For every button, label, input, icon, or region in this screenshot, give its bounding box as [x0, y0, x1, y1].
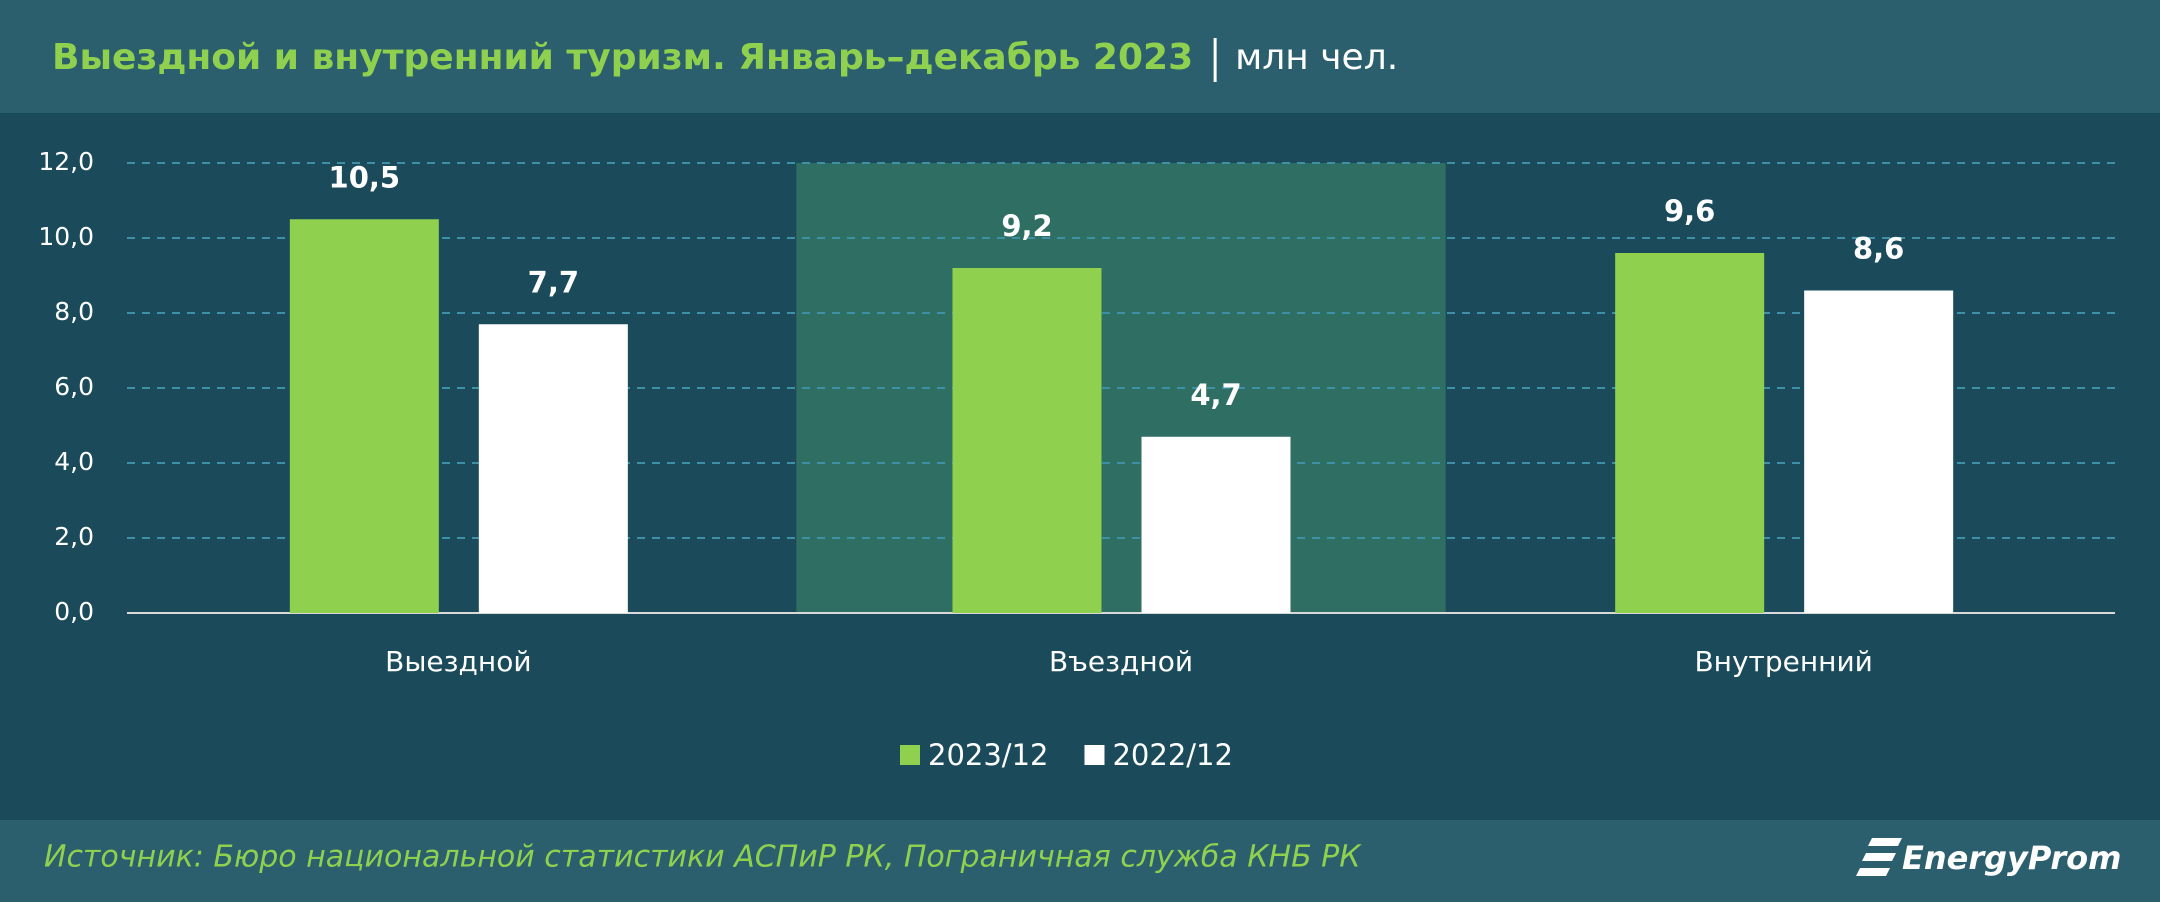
logo: EnergyProm — [1856, 838, 2121, 877]
y-tick-label: 10,0 — [38, 222, 94, 251]
value-label: 8,6 — [1853, 232, 1904, 266]
legend-label: 2023/12 — [928, 738, 1048, 772]
y-tick-label: 12,0 — [38, 147, 94, 176]
value-label: 7,7 — [528, 265, 579, 299]
value-label: 10,5 — [329, 160, 401, 194]
bar — [952, 268, 1102, 613]
header-band — [0, 0, 2160, 113]
legend-swatch — [900, 745, 920, 765]
chart-unit: млн чел. — [1235, 37, 1398, 78]
value-label: 4,7 — [1190, 378, 1241, 412]
footer-band — [0, 820, 2160, 902]
bar — [1615, 253, 1765, 613]
x-tick-label: Выездной — [385, 645, 531, 678]
y-tick-label: 6,0 — [54, 372, 94, 401]
bar — [478, 324, 628, 613]
logo-text: EnergyProm — [1902, 839, 2121, 877]
y-tick-label: 2,0 — [54, 522, 94, 551]
bar — [289, 219, 439, 613]
bar — [1141, 436, 1291, 613]
y-tick-label: 4,0 — [54, 447, 94, 476]
y-tick-label: 8,0 — [54, 297, 94, 326]
legend-label: 2022/12 — [1112, 738, 1232, 772]
bar — [1804, 290, 1954, 613]
source-note: Источник: Бюро национальной статистики А… — [44, 840, 1362, 875]
y-tick-label: 0,0 — [54, 597, 94, 626]
logo-icon — [1856, 838, 1902, 876]
legend-swatch — [1084, 745, 1105, 765]
x-tick-label: Внутренний — [1694, 645, 1872, 678]
x-tick-label: Въездной — [1049, 645, 1193, 678]
value-label: 9,2 — [1001, 209, 1052, 243]
chart-title: Выездной и внутренний туризм. Январь–дек… — [52, 37, 1193, 78]
value-label: 9,6 — [1664, 194, 1715, 228]
